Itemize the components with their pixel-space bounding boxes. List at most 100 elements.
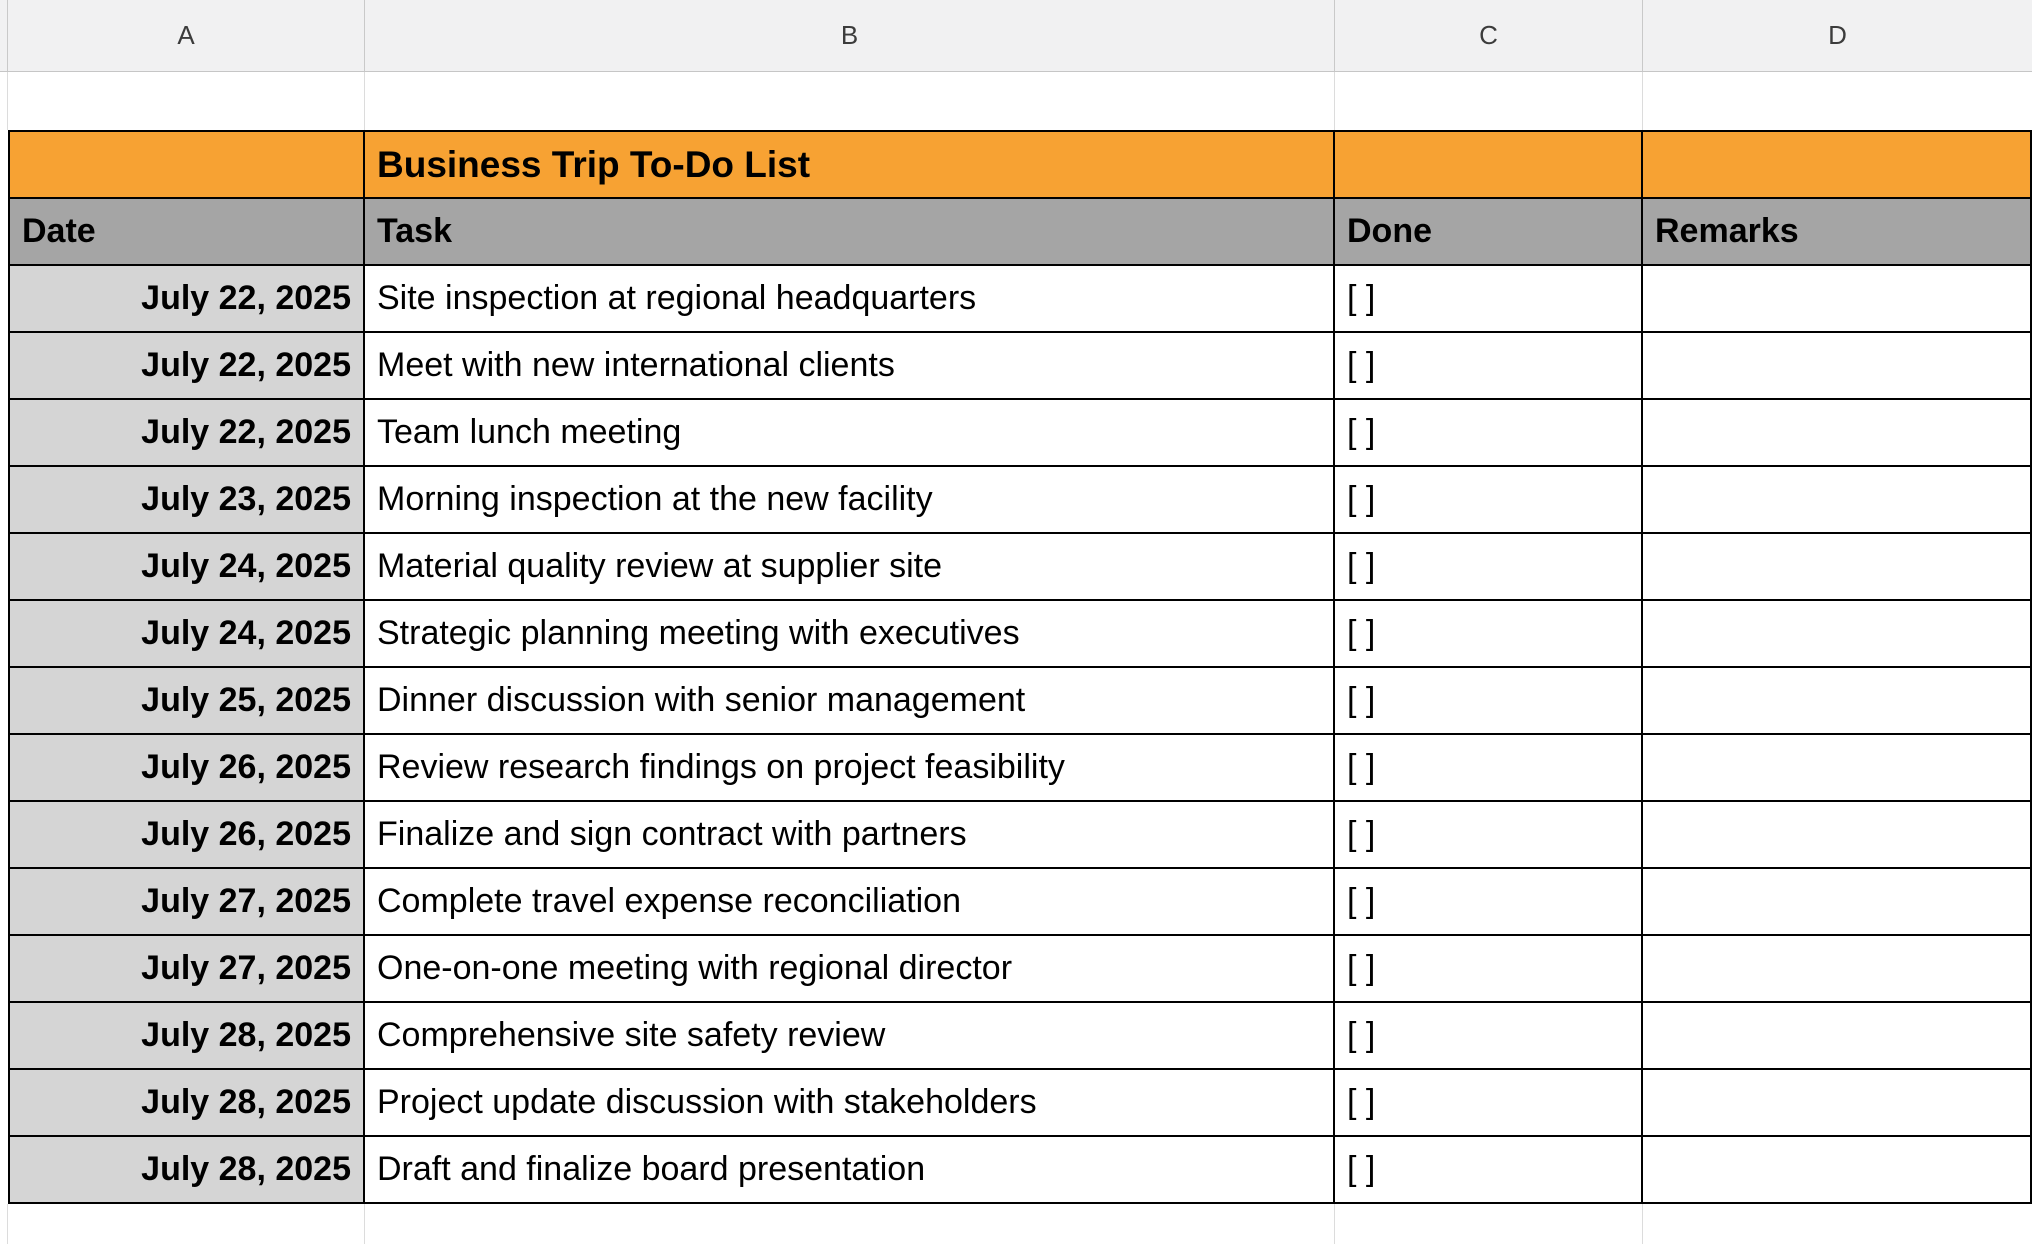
date-cell[interactable]: July 22, 2025 <box>10 266 365 333</box>
date-cell[interactable]: July 28, 2025 <box>10 1070 365 1137</box>
title-spacer-cell[interactable] <box>10 132 365 199</box>
table-row: July 23, 2025 Morning inspection at the … <box>10 467 2032 534</box>
date-cell[interactable]: July 24, 2025 <box>10 601 365 668</box>
done-cell[interactable]: [ ] <box>1335 601 1643 668</box>
table-row: July 26, 2025 Finalize and sign contract… <box>10 802 2032 869</box>
remarks-cell[interactable] <box>1643 936 2032 1003</box>
table-row: July 24, 2025 Strategic planning meeting… <box>10 601 2032 668</box>
remarks-cell[interactable] <box>1643 668 2032 735</box>
task-cell[interactable]: Dinner discussion with senior management <box>365 668 1335 735</box>
title-spacer-cell[interactable] <box>1643 132 2032 199</box>
column-header-d[interactable]: D <box>1828 20 1847 50</box>
done-cell[interactable]: [ ] <box>1335 400 1643 467</box>
task-cell[interactable]: Complete travel expense reconciliation <box>365 869 1335 936</box>
task-cell[interactable]: Project update discussion with stakehold… <box>365 1070 1335 1137</box>
empty-cell[interactable] <box>1335 1204 1643 1244</box>
done-cell[interactable]: [ ] <box>1335 668 1643 735</box>
table-row: July 27, 2025 Complete travel expense re… <box>10 869 2032 936</box>
remarks-cell[interactable] <box>1643 400 2032 467</box>
column-header-c[interactable]: C <box>1335 0 1643 71</box>
table-row: July 28, 2025 Comprehensive site safety … <box>10 1003 2032 1070</box>
table-row: July 24, 2025 Material quality review at… <box>10 534 2032 601</box>
column-header-b[interactable]: B <box>365 0 1335 71</box>
sheet-title[interactable]: Business Trip To-Do List <box>365 132 1335 199</box>
table-row: July 28, 2025 Project update discussion … <box>10 1070 2032 1137</box>
done-cell[interactable]: [ ] <box>1335 802 1643 869</box>
date-cell[interactable]: July 27, 2025 <box>10 869 365 936</box>
done-cell[interactable]: [ ] <box>1335 333 1643 400</box>
table-row: July 27, 2025 One-on-one meeting with re… <box>10 936 2032 1003</box>
date-cell[interactable]: July 22, 2025 <box>10 333 365 400</box>
task-cell[interactable]: Site inspection at regional headquarters <box>365 266 1335 333</box>
done-cell[interactable]: [ ] <box>1335 1070 1643 1137</box>
remarks-cell[interactable] <box>1643 1137 2032 1204</box>
date-cell[interactable]: July 28, 2025 <box>10 1003 365 1070</box>
remarks-cell[interactable] <box>1643 601 2032 668</box>
table-row: July 26, 2025 Review research findings o… <box>10 735 2032 802</box>
done-cell[interactable]: [ ] <box>1335 869 1643 936</box>
empty-cell[interactable] <box>1335 72 1643 130</box>
date-cell[interactable]: July 23, 2025 <box>10 467 365 534</box>
task-cell[interactable]: Material quality review at supplier site <box>365 534 1335 601</box>
remarks-cell[interactable] <box>1643 333 2032 400</box>
done-cell[interactable]: [ ] <box>1335 266 1643 333</box>
task-cell[interactable]: Comprehensive site safety review <box>365 1003 1335 1070</box>
done-cell[interactable]: [ ] <box>1335 1003 1643 1070</box>
task-cell[interactable]: Morning inspection at the new facility <box>365 467 1335 534</box>
empty-cell[interactable] <box>365 72 1335 130</box>
task-cell[interactable]: One-on-one meeting with regional directo… <box>365 936 1335 1003</box>
header-gutter <box>0 0 8 71</box>
table-row: July 28, 2025 Draft and finalize board p… <box>10 1137 2032 1204</box>
table-row: July 22, 2025 Meet with new internationa… <box>10 333 2032 400</box>
column-header-bar: A B C D <box>0 0 2032 72</box>
header-date[interactable]: Date <box>10 199 365 266</box>
header-remarks[interactable]: Remarks <box>1643 199 2032 266</box>
empty-cell[interactable] <box>1643 72 2032 130</box>
remarks-cell[interactable] <box>1643 467 2032 534</box>
header-row: Date Task Done Remarks <box>10 199 2032 266</box>
date-cell[interactable]: July 24, 2025 <box>10 534 365 601</box>
task-cell[interactable]: Draft and finalize board presentation <box>365 1137 1335 1204</box>
date-cell[interactable]: July 28, 2025 <box>10 1137 365 1204</box>
table-row: July 25, 2025 Dinner discussion with sen… <box>10 668 2032 735</box>
empty-cell[interactable] <box>8 72 365 130</box>
remarks-cell[interactable] <box>1643 1003 2032 1070</box>
date-cell[interactable]: July 26, 2025 <box>10 802 365 869</box>
table-row: July 22, 2025 Team lunch meeting [ ] <box>10 400 2032 467</box>
empty-cell[interactable] <box>365 1204 1335 1244</box>
table-row: July 22, 2025 Site inspection at regiona… <box>10 266 2032 333</box>
header-task[interactable]: Task <box>365 199 1335 266</box>
empty-cell[interactable] <box>8 1204 365 1244</box>
empty-cell <box>0 72 8 130</box>
remarks-cell[interactable] <box>1643 1070 2032 1137</box>
remarks-cell[interactable] <box>1643 869 2032 936</box>
task-cell[interactable]: Strategic planning meeting with executiv… <box>365 601 1335 668</box>
remarks-cell[interactable] <box>1643 534 2032 601</box>
header-done[interactable]: Done <box>1335 199 1643 266</box>
task-cell[interactable]: Meet with new international clients <box>365 333 1335 400</box>
date-cell[interactable]: July 27, 2025 <box>10 936 365 1003</box>
date-cell[interactable]: July 25, 2025 <box>10 668 365 735</box>
done-cell[interactable]: [ ] <box>1335 936 1643 1003</box>
task-cell[interactable]: Review research findings on project feas… <box>365 735 1335 802</box>
date-cell[interactable]: July 22, 2025 <box>10 400 365 467</box>
title-row: Business Trip To-Do List <box>10 132 2032 199</box>
done-cell[interactable]: [ ] <box>1335 735 1643 802</box>
empty-row <box>0 1204 2032 1244</box>
remarks-cell[interactable] <box>1643 802 2032 869</box>
empty-row <box>0 72 2032 130</box>
todo-table: Business Trip To-Do List Date Task Done … <box>8 130 2032 1204</box>
task-cell[interactable]: Team lunch meeting <box>365 400 1335 467</box>
remarks-cell[interactable] <box>1643 735 2032 802</box>
done-cell[interactable]: [ ] <box>1335 534 1643 601</box>
task-cell[interactable]: Finalize and sign contract with partners <box>365 802 1335 869</box>
column-header-a[interactable]: A <box>8 0 365 71</box>
done-cell[interactable]: [ ] <box>1335 467 1643 534</box>
empty-cell <box>0 1204 8 1244</box>
remarks-cell[interactable] <box>1643 266 2032 333</box>
date-cell[interactable]: July 26, 2025 <box>10 735 365 802</box>
title-spacer-cell[interactable] <box>1335 132 1643 199</box>
empty-cell[interactable] <box>1643 1204 2032 1244</box>
done-cell[interactable]: [ ] <box>1335 1137 1643 1204</box>
